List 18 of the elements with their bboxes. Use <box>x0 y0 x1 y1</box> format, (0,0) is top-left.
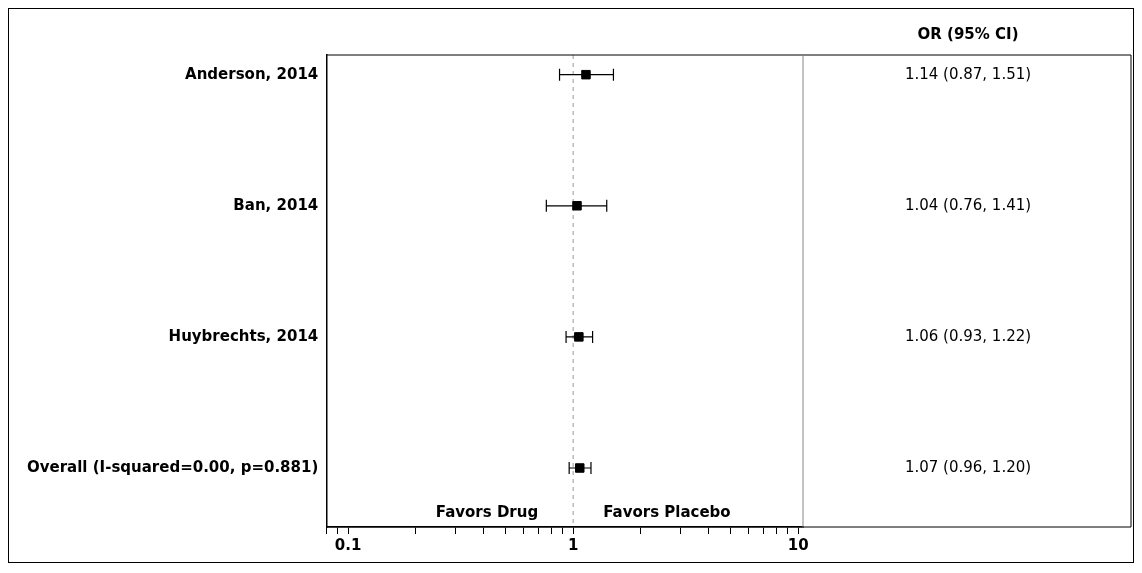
y-tick-label: Overall (I-squared=0.00, p=0.881) <box>26 457 319 476</box>
y-tick-label: Anderson, 2014 <box>185 64 319 83</box>
y-tick-label: Ban, 2014 <box>233 195 319 214</box>
data-label: 1.04 (0.76, 1.41) <box>904 195 1032 214</box>
y-tick-label: Huybrechts, 2014 <box>168 326 319 345</box>
x-tick-label: 0.1 <box>334 535 362 554</box>
x-tick-label: 10 <box>787 535 809 554</box>
data-label: 1.07 (0.96, 1.20) <box>904 457 1032 476</box>
point <box>574 332 584 342</box>
data-label: 1.06 (0.93, 1.22) <box>904 326 1032 345</box>
annotation: Favors Drug <box>435 502 539 521</box>
annotation: Favors Placebo <box>603 502 731 521</box>
x-tick-label: 1 <box>567 535 579 554</box>
point <box>575 463 585 473</box>
text: OR (95% CI) <box>917 24 1019 43</box>
point <box>581 69 591 80</box>
point <box>572 201 582 211</box>
data-label: 1.14 (0.87, 1.51) <box>904 64 1032 83</box>
